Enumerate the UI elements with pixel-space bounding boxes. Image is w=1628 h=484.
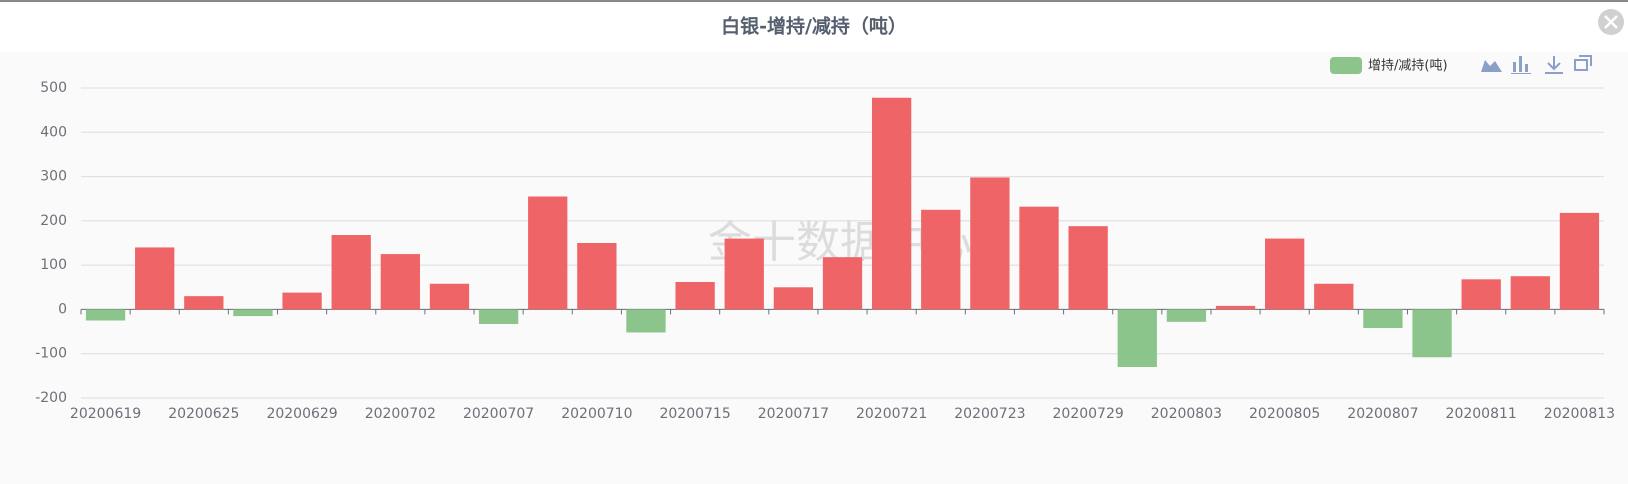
x-tick-label: 20200813	[1544, 406, 1615, 422]
x-tick-label: 20200619	[70, 406, 141, 422]
bar	[1019, 206, 1059, 310]
bar	[135, 247, 175, 310]
toolbox[interactable]	[1481, 55, 1592, 74]
bar	[970, 177, 1010, 310]
line-icon[interactable]	[1481, 60, 1502, 72]
bar	[675, 281, 715, 310]
legend-label: 增持/减持(吨)	[1368, 59, 1448, 74]
x-tick-label: 20200629	[266, 406, 337, 422]
bar	[1265, 238, 1305, 310]
bar	[184, 296, 224, 310]
bar	[282, 292, 322, 310]
bar	[871, 97, 912, 310]
bar	[478, 309, 519, 325]
bar	[1412, 309, 1452, 358]
bar	[1461, 279, 1501, 310]
bar	[380, 254, 420, 310]
bar	[1314, 283, 1354, 310]
bar	[577, 243, 617, 310]
y-tick-label: 0	[58, 301, 67, 317]
y-tick-label: 300	[40, 169, 67, 185]
bar	[822, 257, 863, 310]
x-tick-label: 20200723	[954, 406, 1025, 422]
y-tick-label: 200	[40, 213, 67, 229]
x-tick-label: 20200625	[168, 406, 239, 422]
x-tick-label: 20200702	[365, 406, 436, 422]
x-tick-label: 20200715	[659, 406, 730, 422]
x-tick-label: 20200721	[856, 406, 927, 422]
x-tick-label: 20200710	[561, 406, 632, 422]
x-tick-label: 20200729	[1053, 406, 1124, 422]
download-icon[interactable]	[1545, 56, 1563, 74]
x-tick-label: 20200811	[1446, 406, 1517, 422]
y-tick-label: 400	[40, 124, 67, 140]
bar	[921, 209, 961, 310]
bar	[429, 283, 470, 310]
bar	[724, 238, 764, 310]
y-tick-label: 100	[40, 257, 67, 273]
bar	[85, 309, 126, 321]
y-tick-label: -200	[35, 390, 67, 406]
x-tick-label: 20200805	[1249, 406, 1320, 422]
bar	[626, 309, 666, 333]
bar	[1117, 309, 1157, 367]
close-button[interactable]	[1598, 9, 1624, 35]
y-tick-label: -100	[35, 346, 67, 362]
x-tick-label: 20200803	[1151, 406, 1222, 422]
bar	[331, 235, 371, 310]
bar-icon[interactable]	[1511, 56, 1531, 74]
chart-title: 白银-增持/减持（吨）	[721, 15, 907, 38]
restore-icon[interactable]	[1574, 55, 1592, 71]
bar	[773, 287, 814, 310]
bar	[233, 309, 273, 317]
title-bar	[0, 0, 1628, 52]
close-icon[interactable]	[1604, 15, 1618, 29]
bar	[1166, 309, 1207, 322]
bar	[1510, 276, 1550, 310]
bar	[1215, 305, 1256, 310]
y-tick-label: 500	[40, 80, 67, 96]
bar	[528, 196, 568, 310]
bar	[1559, 212, 1600, 310]
x-tick-label: 20200707	[463, 406, 534, 422]
bar	[1068, 226, 1108, 310]
bar	[1363, 309, 1403, 329]
top-border	[0, 0, 1628, 2]
x-tick-label: 20200807	[1347, 406, 1418, 422]
x-tick-label: 20200717	[758, 406, 829, 422]
legend-swatch	[1330, 57, 1362, 74]
